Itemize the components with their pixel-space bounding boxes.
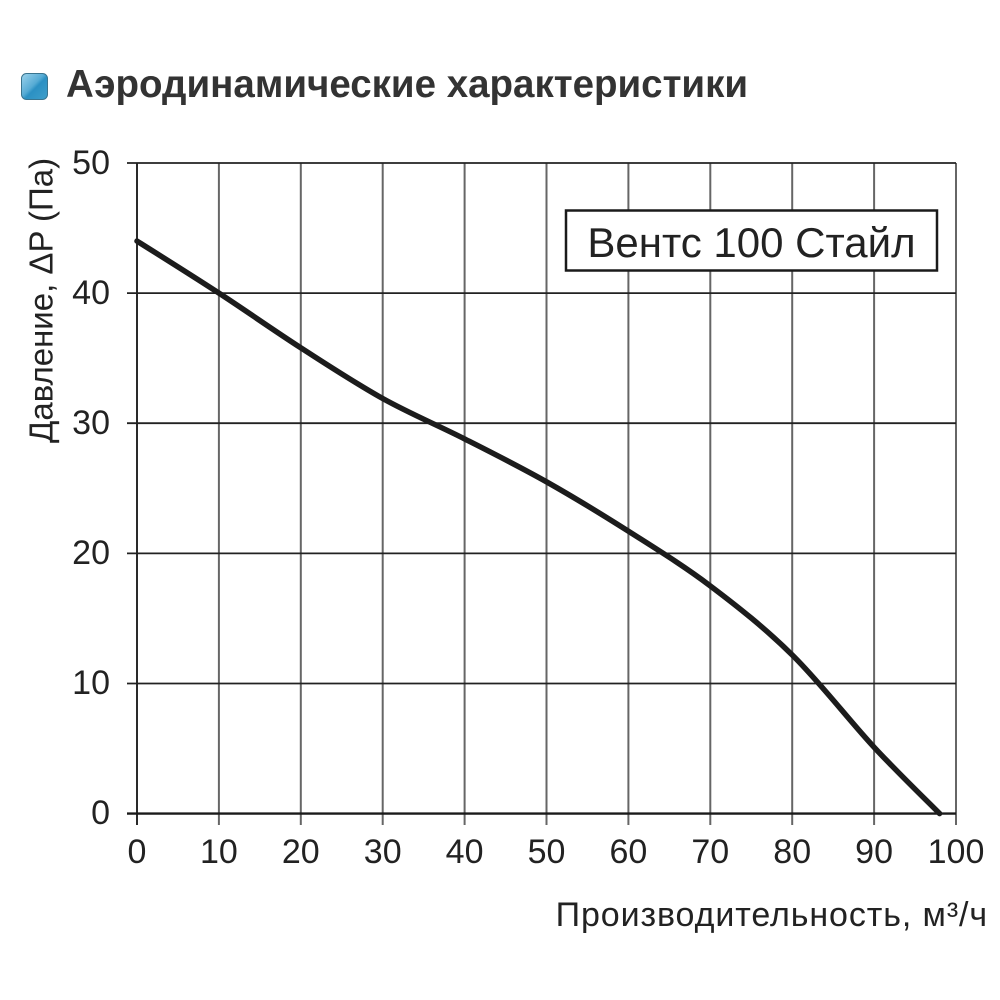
svg-text:10: 10 <box>72 664 110 702</box>
svg-text:10: 10 <box>200 833 238 871</box>
svg-text:80: 80 <box>773 833 811 871</box>
svg-text:20: 20 <box>282 833 320 871</box>
svg-text:40: 40 <box>446 833 484 871</box>
svg-text:50: 50 <box>72 144 110 182</box>
svg-text:100: 100 <box>928 833 985 871</box>
svg-text:90: 90 <box>855 833 893 871</box>
svg-text:Аэродинамические характеристик: Аэродинамические характеристики <box>66 63 748 106</box>
svg-text:30: 30 <box>72 404 110 442</box>
svg-text:Давление, ΔP (Па): Давление, ΔP (Па) <box>23 158 60 443</box>
svg-text:0: 0 <box>128 833 147 871</box>
svg-text:30: 30 <box>364 833 402 871</box>
svg-text:Производительность, м³/ч: Производительность, м³/ч <box>556 896 988 934</box>
svg-text:50: 50 <box>528 833 566 871</box>
svg-text:40: 40 <box>72 274 110 312</box>
svg-text:60: 60 <box>609 833 647 871</box>
svg-text:0: 0 <box>91 794 110 832</box>
svg-text:Вентс 100 Стайл: Вентс 100 Стайл <box>587 219 915 266</box>
svg-text:70: 70 <box>691 833 729 871</box>
svg-text:20: 20 <box>72 534 110 572</box>
